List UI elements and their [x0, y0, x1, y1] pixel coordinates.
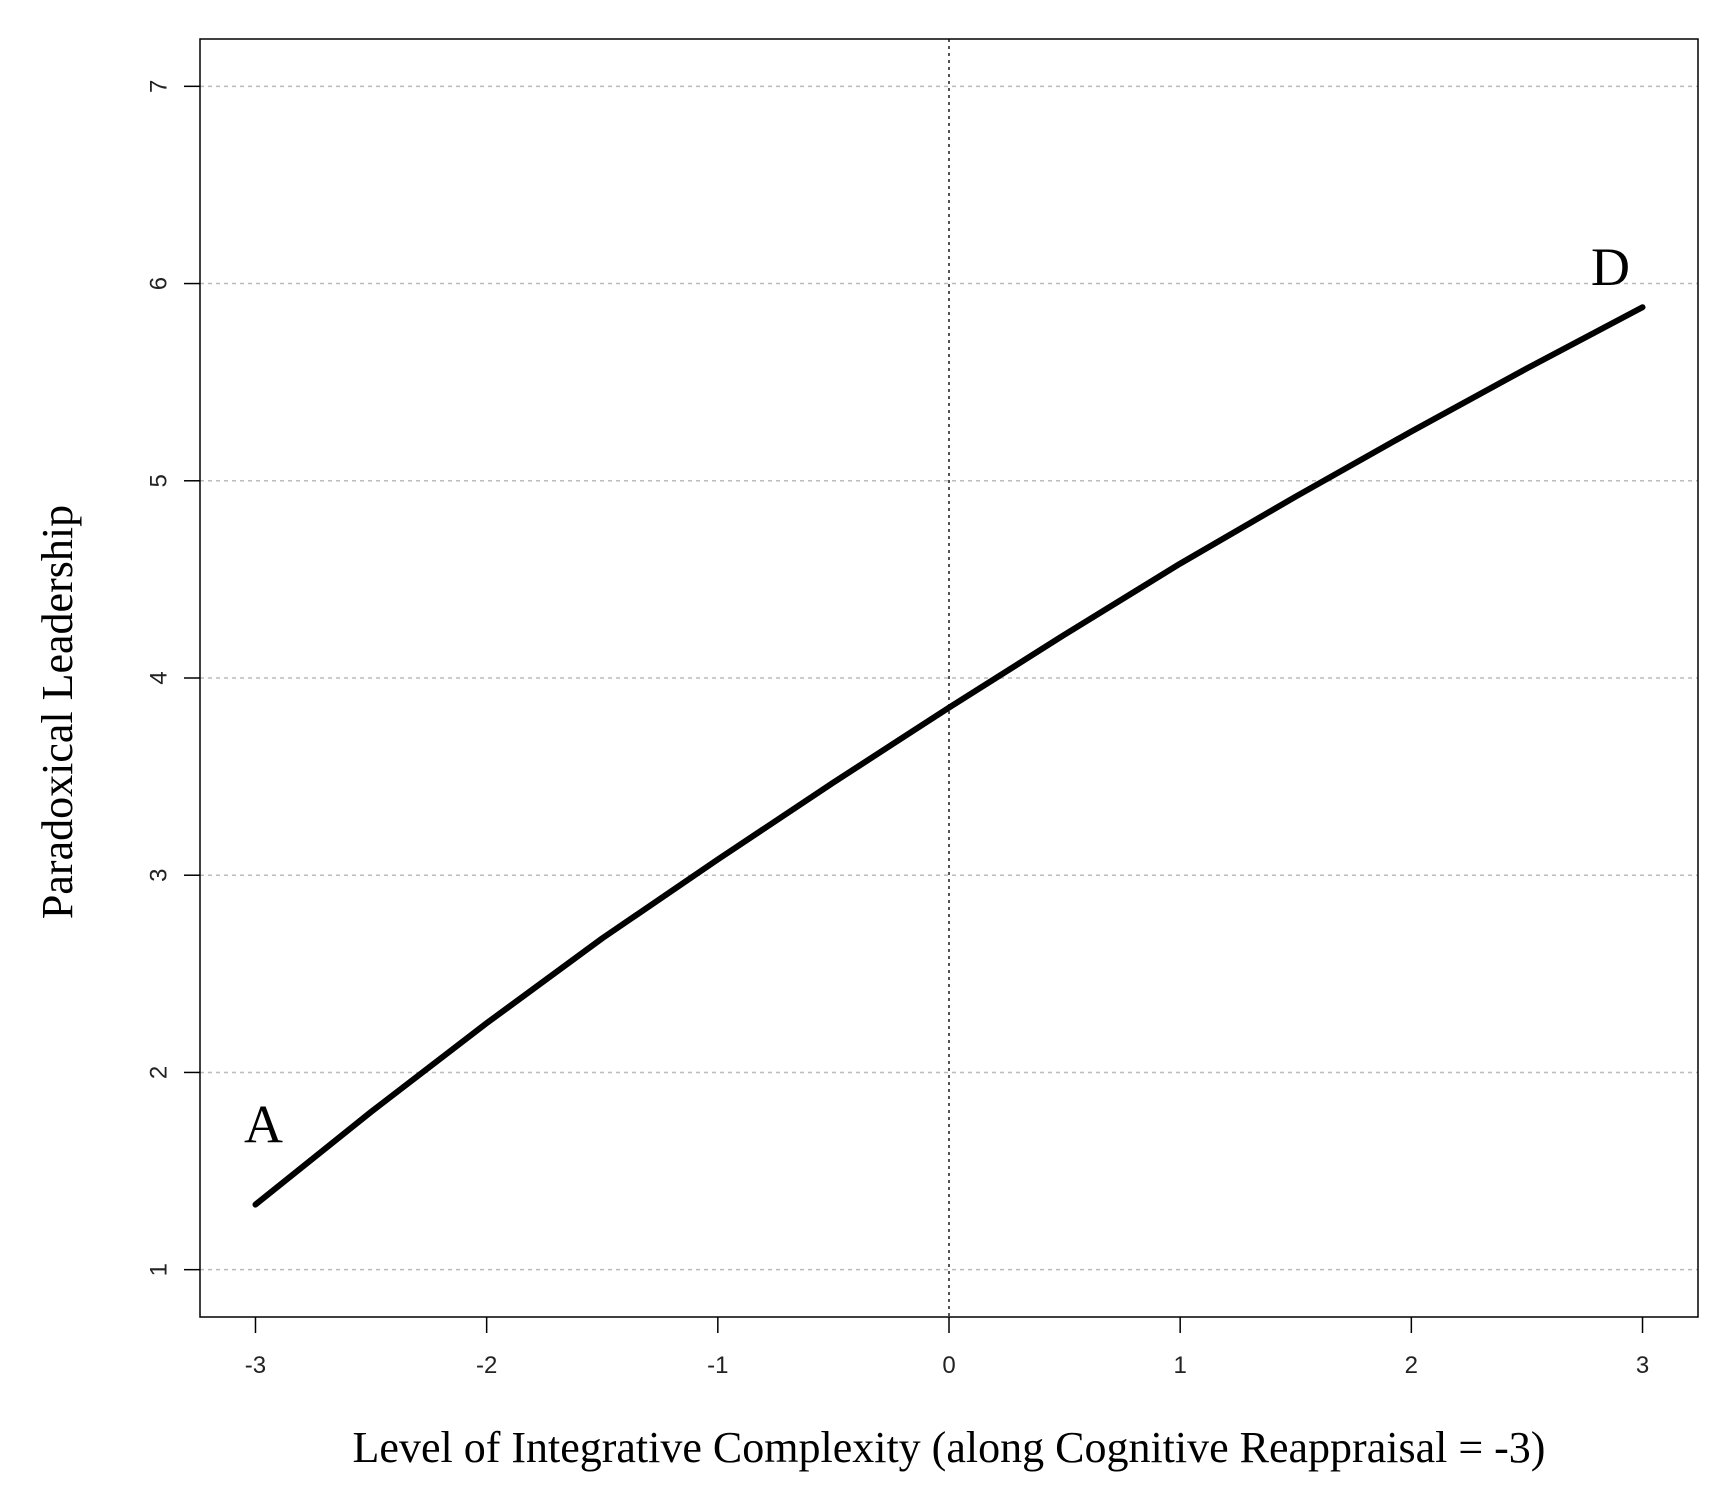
- x-tick-label: -1: [707, 1352, 728, 1379]
- plot-frame: [199, 38, 1699, 1318]
- x-tick-label: 2: [1405, 1352, 1418, 1379]
- y-tick-label: 6: [145, 277, 172, 290]
- annotation: A: [244, 1095, 283, 1155]
- x-tick-label: -2: [476, 1352, 497, 1379]
- x-tick-label: 0: [942, 1352, 955, 1379]
- x-tick-label: 3: [1636, 1352, 1649, 1379]
- y-tick-label: 2: [145, 1066, 172, 1079]
- x-tick-label: -3: [245, 1352, 266, 1379]
- y-tick-label: 5: [145, 474, 172, 487]
- line: [252, 304, 1646, 1208]
- y-tick-label: 1: [145, 1263, 172, 1276]
- x-tick-label: 1: [1173, 1352, 1186, 1379]
- y-tick-label: 4: [145, 671, 172, 684]
- y-tick-label: 3: [145, 869, 172, 882]
- y-axis-title: Paradoxical Leadership: [33, 505, 82, 919]
- x-axis-title: Level of Integrative Complexity (along C…: [353, 1423, 1546, 1472]
- y-tick-label: 7: [145, 80, 172, 93]
- annotation: D: [1591, 237, 1630, 297]
